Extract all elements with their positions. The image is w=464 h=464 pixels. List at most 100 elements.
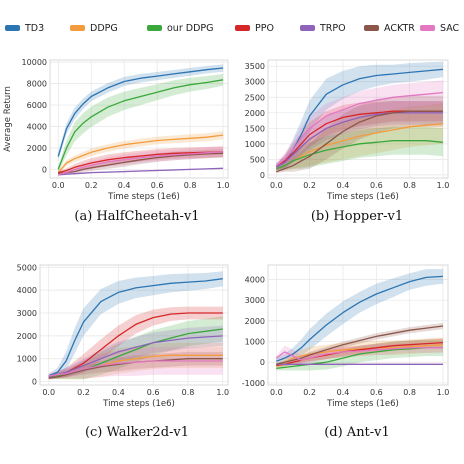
panel-caption: (b) Hopper-v1 [311, 209, 403, 224]
legend-label: PPO [255, 22, 274, 34]
y-tick-label: 3000 [17, 309, 37, 318]
legend-item: our DDPG [147, 22, 213, 34]
x-tick-label: 0.2 [303, 181, 316, 190]
x-tick-label: 0.6 [151, 181, 164, 190]
y-tick-label: 3000 [245, 78, 265, 87]
x-axis-label: Time steps (1e6) [326, 192, 399, 202]
series-line [48, 278, 223, 377]
y-tick-label: 0 [42, 165, 47, 174]
legend-item: TD3 [5, 22, 44, 34]
y-tick-label: 2000 [245, 109, 265, 118]
legend-swatch [147, 25, 162, 31]
x-tick-label: 1.0 [217, 181, 230, 190]
series-line [276, 325, 444, 365]
x-tick-label: 0.2 [85, 181, 98, 190]
legend-item: PPO [235, 22, 274, 34]
series-line [58, 152, 224, 175]
legend-swatch [70, 25, 85, 31]
series-line [48, 335, 223, 378]
series-line [276, 347, 443, 370]
series-band [276, 101, 443, 171]
series-line [275, 112, 443, 168]
y-tick-label: 1000 [245, 338, 265, 347]
legend-swatch [420, 25, 435, 31]
series-band [276, 80, 443, 169]
y-tick-label: 6000 [27, 101, 47, 110]
x-tick-label: 0.6 [370, 388, 383, 397]
legend-label: TRPO [320, 22, 346, 34]
legend-label: ACKTR [384, 22, 415, 34]
y-tick-label: 0 [32, 378, 37, 387]
plot-area [267, 264, 449, 386]
x-tick-label: 1.0 [437, 181, 450, 190]
legend-swatch [364, 25, 379, 31]
series-line [48, 358, 223, 379]
series-line [57, 67, 224, 157]
legend-label: our DDPG [167, 22, 214, 34]
series-line [276, 140, 444, 170]
y-tick-label: 2500 [245, 93, 265, 102]
x-tick-label: 0.2 [77, 388, 90, 397]
y-tick-label: 4000 [17, 286, 37, 295]
series-band [58, 64, 224, 161]
series-band [48, 306, 223, 380]
x-tick-label: 0.8 [403, 388, 416, 397]
x-axis-label: Time steps (1e6) [326, 399, 399, 409]
y-tick-label: 3500 [245, 62, 265, 71]
legend-item: ACKTR [364, 22, 415, 34]
series-band [58, 131, 224, 175]
y-tick-label: 4000 [27, 123, 47, 132]
panel-ant: 0.0 0.2 0.4 0.6 0.8 1.0 -1000 0 1000 2000 3000 4000… [242, 264, 449, 440]
x-tick-label: 1.0 [216, 388, 229, 397]
x-tick-label: 0.4 [337, 181, 350, 190]
x-tick-label: 0.0 [42, 388, 55, 397]
series-line [276, 275, 444, 362]
y-tick-label: 1000 [245, 140, 265, 149]
y-tick-label: -1000 [242, 379, 265, 388]
series-band [48, 271, 223, 379]
x-tick-label: 0.0 [52, 181, 65, 190]
series-line [58, 151, 224, 176]
series-line [57, 79, 224, 170]
y-tick-label: 0 [260, 358, 265, 367]
legend-swatch [300, 25, 315, 31]
y-tick-label: 1500 [245, 124, 265, 133]
x-tick-label: 0.8 [182, 388, 195, 397]
series-band [48, 342, 223, 380]
y-tick-label: 0 [260, 171, 265, 180]
panel-caption: (c) Walker2d-v1 [85, 425, 189, 440]
legend-item: TRPO [300, 22, 346, 34]
y-tick-label: 4000 [245, 275, 265, 284]
series-band [276, 101, 443, 171]
legend-label: DDPG [90, 22, 118, 34]
y-tick-label: 5000 [17, 263, 37, 272]
series-band [276, 95, 443, 174]
panel-walker2d: 0.0 0.2 0.4 0.6 0.8 1.0 0 1000 2000 3000 4000 5000 T… [17, 263, 230, 440]
panel-caption: (a) HalfCheetah-v1 [74, 209, 199, 224]
series-band [276, 269, 443, 365]
x-tick-label: 0.4 [112, 388, 125, 397]
series-line [276, 344, 444, 367]
x-axis-label: Time steps (1e6) [107, 192, 180, 202]
x-tick-label: 0.6 [370, 181, 383, 190]
legend-swatch [235, 25, 250, 31]
series-band [276, 126, 443, 172]
legend-label: TD3 [25, 22, 45, 34]
series-line [57, 134, 224, 174]
x-tick-label: 0.4 [118, 181, 131, 190]
series-band [276, 103, 443, 172]
y-tick-label: 1000 [17, 355, 37, 364]
legend: TD3 DDPG our DDPG PPO TRPO ACKTR SAC [0, 0, 464, 40]
y-tick-label: 2000 [27, 144, 47, 153]
series-line [58, 167, 224, 176]
x-tick-label: 0.0 [270, 181, 283, 190]
y-tick-label: 500 [250, 155, 265, 164]
series-band [58, 73, 224, 173]
series-line [48, 360, 223, 377]
y-axis-label: Average Return [3, 86, 13, 152]
legend-item: DDPG [70, 22, 118, 34]
x-tick-label: 0.6 [147, 388, 160, 397]
x-tick-label: 0.8 [184, 181, 197, 190]
panel-caption: (d) Ant-v1 [324, 425, 390, 440]
